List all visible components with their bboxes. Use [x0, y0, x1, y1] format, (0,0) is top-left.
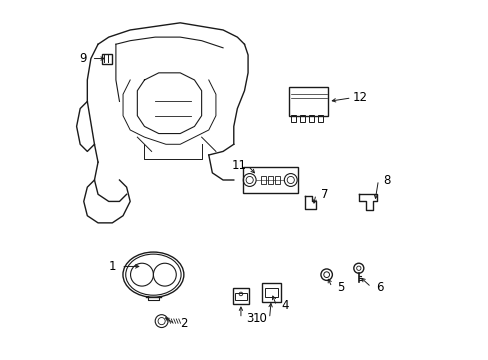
- Text: 11: 11: [231, 159, 246, 172]
- Text: 5: 5: [337, 281, 344, 294]
- Text: 3: 3: [245, 312, 253, 325]
- Text: 4: 4: [281, 299, 289, 312]
- Text: 12: 12: [352, 91, 367, 104]
- Text: 10: 10: [253, 312, 267, 325]
- Text: 6: 6: [376, 281, 383, 294]
- Text: 2: 2: [180, 318, 187, 330]
- Text: 8: 8: [383, 174, 390, 186]
- Text: 7: 7: [321, 188, 328, 201]
- Text: 9: 9: [79, 52, 86, 65]
- Text: 1: 1: [108, 260, 116, 273]
